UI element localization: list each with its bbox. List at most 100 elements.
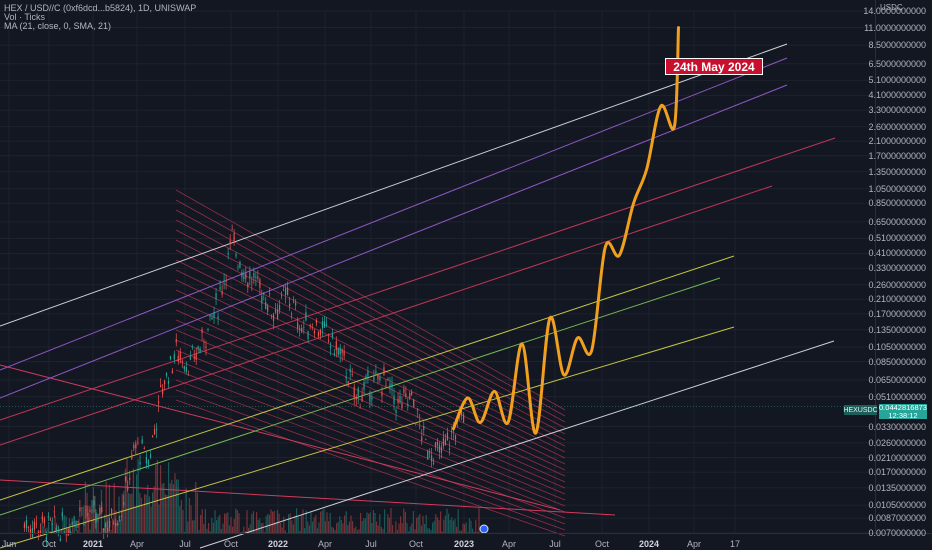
- price-tick-label: 0.4100000000: [868, 248, 926, 259]
- volume-bar: [121, 493, 123, 533]
- volume-bar: [252, 511, 254, 533]
- time-tick-label: Jul: [179, 539, 191, 549]
- candle-body: [83, 523, 85, 526]
- candle-body: [282, 289, 285, 291]
- legend-volume[interactable]: Vol · Ticks: [4, 12, 46, 22]
- candle-body: [215, 293, 217, 300]
- volume-bar: [259, 518, 261, 533]
- time-tick-label: Oct: [223, 539, 239, 549]
- volume-bar: [251, 513, 253, 533]
- price-tick-label: 0.2600000000: [868, 279, 926, 290]
- candle-body: [269, 293, 271, 295]
- candle-body: [365, 375, 367, 379]
- volume-bar: [160, 465, 162, 533]
- volume-bar: [211, 517, 213, 533]
- candle-body: [446, 432, 449, 441]
- volume-bar: [158, 504, 160, 533]
- fan-line: [175, 229, 566, 435]
- candle-body: [47, 516, 49, 518]
- volume-bar: [411, 523, 413, 533]
- candle-body: [171, 370, 173, 373]
- fan-line: [0, 364, 561, 511]
- volume-bar: [473, 531, 475, 533]
- volume-bar: [180, 500, 182, 533]
- time-tick-label: 2024: [638, 539, 660, 549]
- candle-body: [91, 505, 93, 507]
- fan-line: [175, 269, 566, 459]
- volume-bar: [395, 521, 397, 533]
- fan-line: [175, 219, 566, 429]
- volume-bar: [94, 495, 96, 533]
- candle-body: [41, 516, 43, 520]
- volume-bar: [161, 483, 163, 533]
- candle-body: [321, 321, 324, 329]
- projection-line: [452, 26, 680, 435]
- candle-body: [179, 352, 181, 360]
- volume-bar: [51, 520, 53, 533]
- volume-bar: [356, 530, 358, 533]
- candle-body: [317, 331, 320, 337]
- volume-bar: [188, 498, 190, 533]
- candle-body: [419, 420, 421, 422]
- candle-body: [181, 360, 183, 362]
- volume-bar: [48, 522, 50, 533]
- volume-bar: [174, 473, 176, 533]
- date-annotation[interactable]: 24th May 2024: [665, 58, 763, 75]
- candle-body: [229, 240, 231, 244]
- candle-body: [107, 527, 109, 533]
- candle-body: [45, 536, 47, 541]
- candle-body: [241, 272, 243, 278]
- volume-bar: [371, 522, 373, 533]
- price-tick-label: 0.5100000000: [868, 233, 926, 244]
- candle-body: [125, 476, 127, 481]
- volume-bar: [348, 521, 350, 533]
- candle-body: [99, 507, 101, 515]
- event-icon[interactable]: [479, 524, 489, 534]
- channel-line: [0, 84, 788, 399]
- legend-title[interactable]: HEX / USD//C (0xf6dcd...b5824), 1D, UNIS…: [4, 3, 197, 13]
- volume-bar: [372, 509, 374, 533]
- price-tick-label: 0.0135000000: [868, 482, 926, 493]
- volume-bar: [292, 524, 294, 533]
- volume-bar: [62, 516, 64, 533]
- price-tick-label: 0.1700000000: [868, 308, 926, 319]
- price-tick-label: 0.2100000000: [868, 294, 926, 305]
- volume-bar: [89, 529, 91, 533]
- candle-body: [77, 520, 79, 522]
- fan-line: [175, 369, 566, 519]
- volume-bar: [329, 512, 331, 533]
- volume-bar: [441, 531, 443, 533]
- candle-body: [307, 330, 309, 340]
- candle-body: [371, 397, 373, 400]
- volume-bar: [256, 512, 258, 533]
- candle-body: [383, 367, 385, 375]
- candle-body: [329, 346, 332, 348]
- candle-body: [157, 401, 160, 404]
- volume-bar: [112, 518, 114, 533]
- volume-bar: [139, 492, 141, 533]
- candle-body: [417, 409, 419, 411]
- candle-body: [135, 443, 137, 449]
- candle-body: [295, 302, 297, 306]
- candle-body: [225, 280, 227, 282]
- volume-bar: [110, 529, 112, 533]
- volume-bar: [201, 509, 203, 533]
- volume-bar: [467, 532, 469, 533]
- volume-bar: [324, 521, 326, 533]
- volume-bar: [217, 516, 219, 533]
- volume-bar: [177, 479, 179, 533]
- volume-bar: [419, 513, 421, 533]
- volume-bar: [214, 510, 216, 533]
- candle-body: [162, 388, 164, 395]
- candle-body: [227, 253, 229, 255]
- volume-bar: [238, 513, 240, 533]
- volume-bar: [91, 508, 93, 533]
- volume-bar: [289, 513, 291, 533]
- candle-body: [165, 373, 168, 376]
- candle-body: [401, 402, 403, 409]
- volume-bar: [308, 525, 310, 533]
- legend-ma[interactable]: MA (21, close, 0, SMA, 21): [4, 21, 112, 31]
- candle-body: [373, 375, 375, 381]
